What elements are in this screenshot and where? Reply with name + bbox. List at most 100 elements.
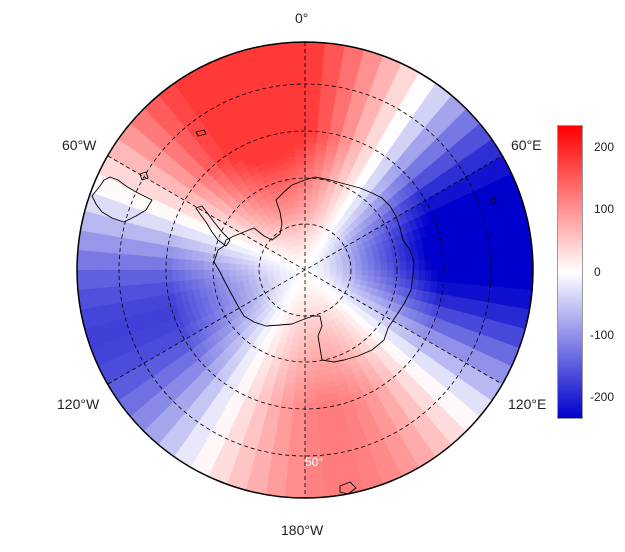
field-cell bbox=[333, 280, 342, 287]
field-cell bbox=[197, 277, 206, 289]
field-cell bbox=[158, 268, 167, 283]
field-cell bbox=[331, 429, 350, 440]
field-cell bbox=[342, 270, 350, 275]
field-cell bbox=[309, 274, 315, 281]
field-cell bbox=[305, 73, 325, 81]
field-cell bbox=[519, 270, 528, 292]
field-cell bbox=[423, 123, 442, 142]
field-cell bbox=[260, 100, 279, 111]
field-cell bbox=[305, 111, 321, 119]
field-cell bbox=[315, 143, 329, 152]
field-cell bbox=[291, 292, 297, 301]
field-cell bbox=[451, 404, 471, 425]
field-cell bbox=[283, 253, 291, 260]
field-cell bbox=[305, 54, 326, 62]
field-cell bbox=[395, 134, 413, 150]
field-cell bbox=[257, 88, 276, 99]
field-cell bbox=[163, 363, 179, 381]
field-cell bbox=[177, 257, 186, 270]
field-cell bbox=[306, 256, 309, 264]
field-cell bbox=[305, 269, 312, 271]
field-cell bbox=[184, 87, 206, 104]
field-cell bbox=[120, 252, 129, 270]
field-cell bbox=[300, 270, 305, 276]
field-cell bbox=[160, 189, 175, 206]
field-cell bbox=[390, 386, 408, 402]
field-cell bbox=[469, 127, 489, 149]
field-cell bbox=[244, 97, 263, 110]
field-cell bbox=[312, 286, 318, 294]
field-cell bbox=[411, 367, 427, 384]
field-cell bbox=[376, 389, 393, 403]
field-cell bbox=[247, 269, 255, 276]
field-cell bbox=[230, 367, 245, 381]
field-cell bbox=[323, 308, 331, 317]
field-cell bbox=[294, 300, 300, 309]
field-cell bbox=[347, 430, 366, 443]
field-cell bbox=[476, 146, 494, 168]
field-cell bbox=[252, 69, 273, 81]
field-cell bbox=[260, 382, 274, 393]
field-cell bbox=[317, 194, 326, 203]
field-cell bbox=[278, 300, 286, 309]
field-cell bbox=[402, 306, 413, 320]
field-cell bbox=[168, 398, 187, 417]
field-cell bbox=[256, 161, 270, 173]
field-cell bbox=[327, 256, 336, 262]
field-cell bbox=[390, 302, 401, 314]
field-cell bbox=[213, 66, 236, 81]
field-cell bbox=[197, 170, 212, 185]
field-cell bbox=[394, 175, 409, 190]
field-cell bbox=[506, 214, 519, 236]
field-cell bbox=[303, 383, 316, 391]
field-cell bbox=[119, 333, 133, 354]
field-cell bbox=[146, 281, 156, 298]
field-cell bbox=[311, 268, 319, 271]
field-cell bbox=[342, 373, 357, 385]
field-cell bbox=[253, 400, 269, 412]
field-cell bbox=[210, 149, 227, 164]
field-cell bbox=[341, 128, 357, 140]
field-cell bbox=[344, 116, 361, 128]
field-cell bbox=[361, 108, 380, 122]
field-cell bbox=[291, 286, 297, 294]
field-cell bbox=[411, 175, 426, 192]
field-cell bbox=[392, 277, 401, 288]
field-cell bbox=[476, 334, 491, 356]
field-cell bbox=[438, 352, 454, 370]
field-cell bbox=[305, 237, 309, 245]
field-cell bbox=[365, 396, 382, 409]
field-cell bbox=[429, 383, 447, 402]
field-cell bbox=[313, 254, 319, 262]
field-cell bbox=[266, 269, 274, 274]
field-cell bbox=[197, 390, 215, 406]
field-cell bbox=[315, 407, 331, 416]
field-cell bbox=[298, 275, 303, 283]
field-cell bbox=[441, 282, 451, 297]
field-cell bbox=[340, 279, 349, 286]
field-cell bbox=[216, 253, 225, 263]
field-cell bbox=[317, 290, 324, 299]
field-cell bbox=[367, 90, 388, 105]
field-cell bbox=[317, 272, 325, 276]
field-cell bbox=[387, 85, 409, 101]
field-cell bbox=[360, 478, 384, 492]
field-cell bbox=[255, 440, 275, 452]
field-cell bbox=[322, 294, 330, 302]
field-cell bbox=[143, 398, 162, 419]
field-cell bbox=[287, 168, 298, 177]
field-cell bbox=[215, 171, 229, 185]
field-cell bbox=[380, 262, 388, 271]
field-cell bbox=[377, 137, 394, 152]
field-cell bbox=[139, 115, 159, 136]
field-cell bbox=[313, 246, 319, 254]
field-cell bbox=[305, 66, 325, 75]
field-cell bbox=[368, 154, 383, 167]
field-cell bbox=[454, 382, 472, 403]
field-cell bbox=[155, 185, 169, 204]
field-cell bbox=[430, 439, 452, 459]
field-cell bbox=[95, 322, 109, 344]
field-cell bbox=[174, 102, 194, 120]
field-cell bbox=[308, 258, 313, 265]
field-cell bbox=[363, 102, 382, 116]
